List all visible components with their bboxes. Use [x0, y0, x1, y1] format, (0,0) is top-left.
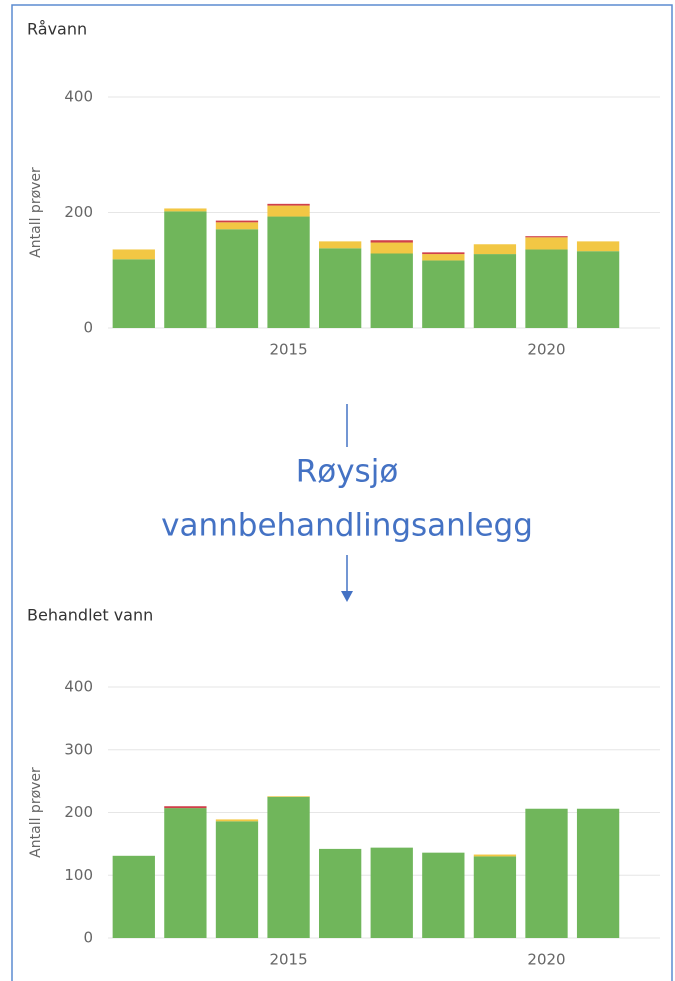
bar-segment — [267, 203, 310, 206]
frame — [11, 4, 673, 981]
bar-segment — [422, 852, 465, 938]
plant-name: vannbehandlingsanlegg — [161, 508, 533, 544]
chart-title: Behandlet vann — [27, 606, 153, 625]
bar-segment — [267, 796, 310, 938]
bar-segment — [576, 241, 620, 252]
bar-segment — [318, 248, 362, 328]
bar-segment — [473, 254, 517, 328]
bar-segment — [422, 260, 465, 328]
bar-segment — [112, 249, 155, 260]
x-tick-label: 2020 — [527, 951, 565, 969]
bar-segment — [370, 847, 413, 938]
x-tick-label: 2015 — [269, 341, 307, 359]
bar-segment — [267, 205, 310, 217]
bar-segment — [525, 249, 568, 328]
bar-segment — [215, 229, 259, 328]
bar-segment — [422, 254, 465, 261]
y-tick-label: 200 — [64, 803, 93, 821]
arrow-head — [341, 591, 353, 602]
y-tick-label: 400 — [64, 678, 93, 696]
bar-segment — [164, 806, 207, 809]
bar-segment — [164, 211, 207, 328]
bar-segment — [422, 252, 465, 255]
bar-segment — [164, 808, 207, 938]
y-tick-label: 300 — [64, 740, 93, 758]
bar-segment — [112, 259, 155, 328]
bar-segment — [370, 253, 413, 328]
y-axis-label: Antall prøver — [28, 767, 44, 858]
plant-name: Røysjø — [296, 454, 399, 490]
bar-segment — [318, 241, 362, 249]
bar-segment — [370, 240, 413, 243]
y-tick-label: 200 — [64, 203, 93, 221]
x-tick-label: 2015 — [269, 951, 307, 969]
x-tick-label: 2020 — [527, 341, 565, 359]
bar-segment — [576, 251, 620, 328]
y-tick-label: 0 — [83, 929, 93, 947]
bar-segment — [215, 220, 259, 223]
y-tick-label: 0 — [83, 319, 93, 337]
bar-segment — [215, 222, 259, 230]
bar-segment — [473, 856, 517, 938]
bar-segment — [525, 808, 568, 938]
bar-segment — [164, 208, 207, 212]
y-tick-label: 400 — [64, 88, 93, 106]
y-axis-label: Antall prøver — [28, 167, 44, 258]
bar-segment — [215, 819, 259, 822]
bar-segment — [112, 855, 155, 938]
bar-segment — [267, 796, 310, 797]
bar-segment — [370, 242, 413, 254]
y-tick-label: 100 — [64, 866, 93, 884]
bar-segment — [473, 244, 517, 255]
bar-segment — [525, 237, 568, 250]
bar-segment — [473, 854, 517, 857]
bar-segment — [525, 236, 568, 238]
bar-segment — [267, 216, 310, 328]
bar-segment — [318, 848, 362, 938]
bar-segment — [576, 808, 620, 938]
chart-title: Råvann — [27, 20, 87, 39]
bar-segment — [215, 821, 259, 938]
